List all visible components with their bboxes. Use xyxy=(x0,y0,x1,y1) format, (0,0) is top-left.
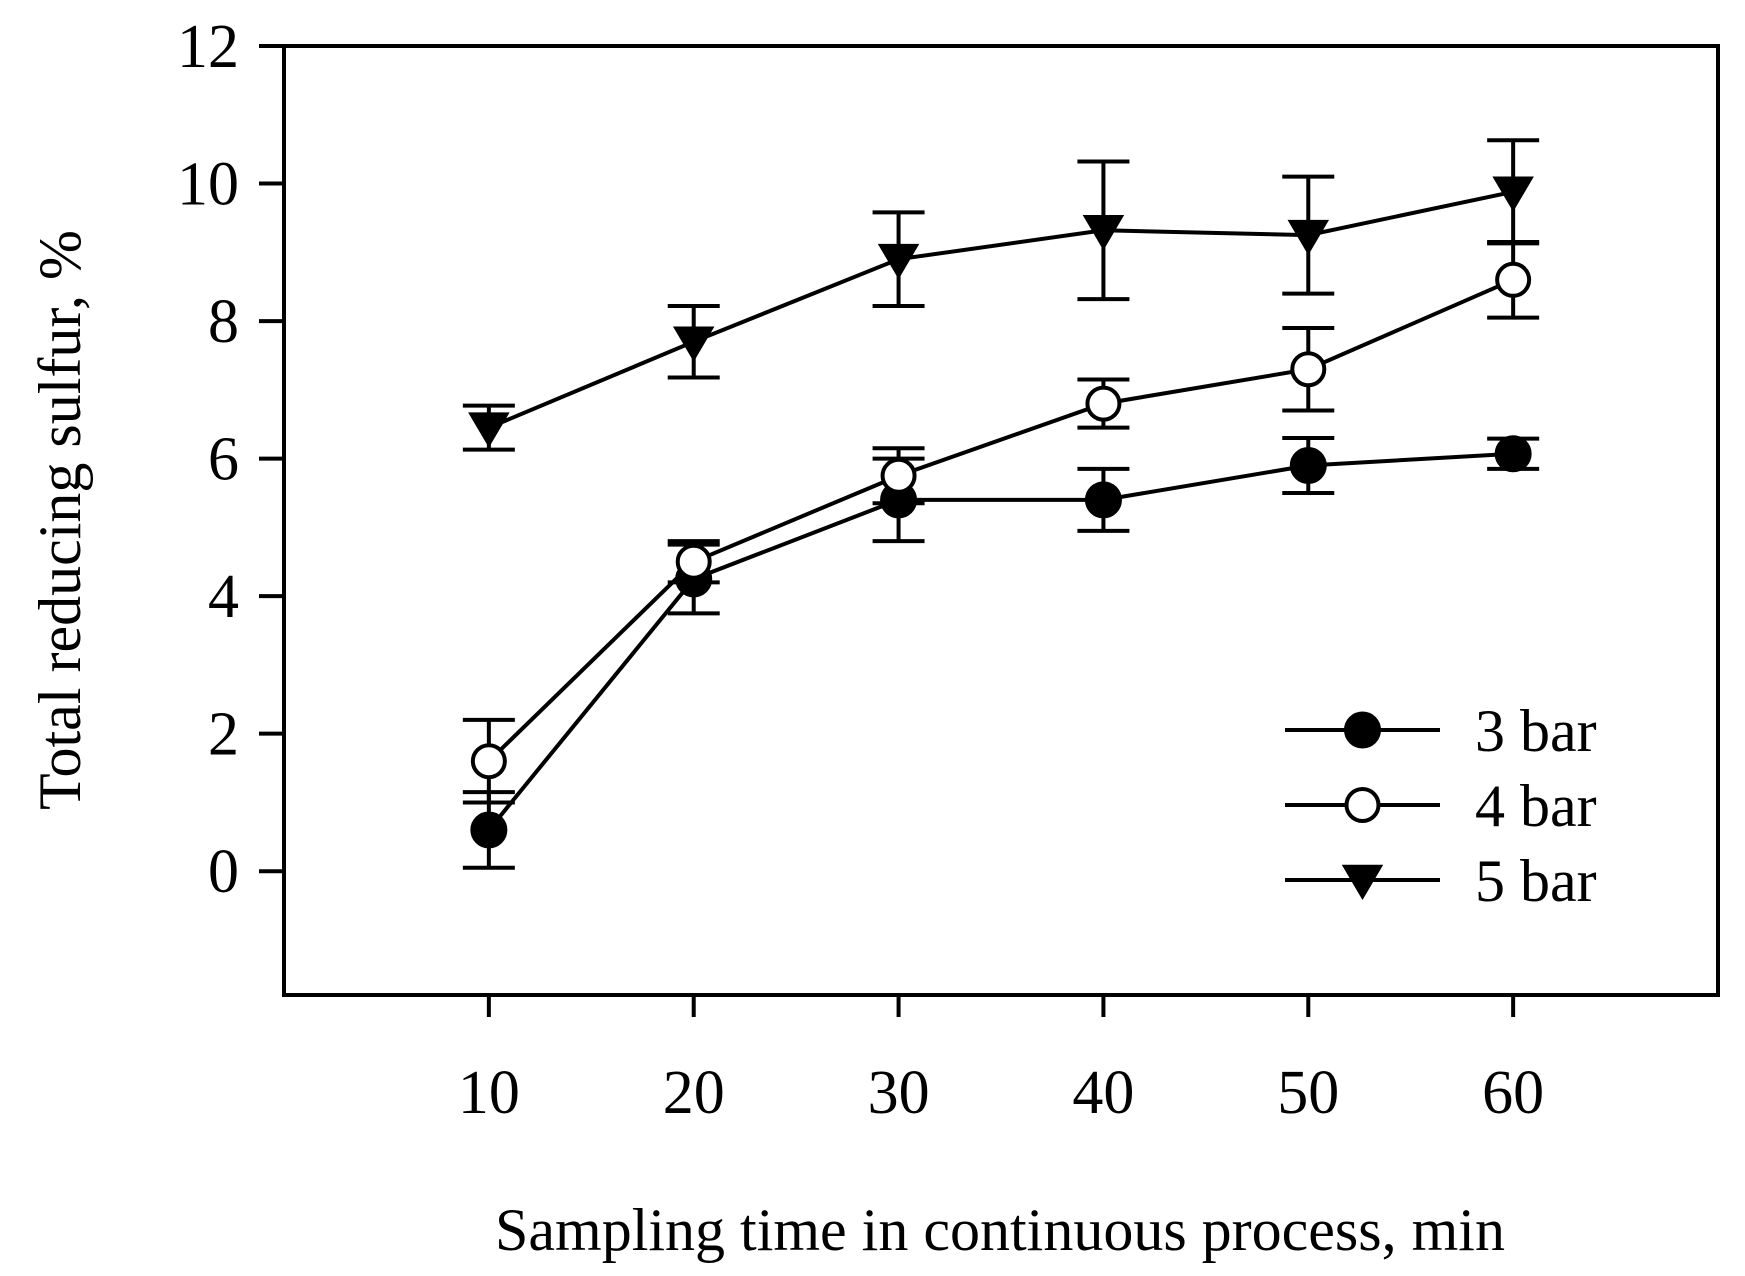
data-point xyxy=(675,543,712,580)
legend-item: 3 bar xyxy=(1285,698,1597,764)
y-tick-label: 0 xyxy=(208,838,239,906)
series-line xyxy=(487,277,1514,763)
series-line xyxy=(488,189,1514,430)
plot-frame xyxy=(282,44,1720,997)
series-line xyxy=(487,451,1514,832)
data-point xyxy=(1085,385,1122,422)
data-point xyxy=(470,743,507,780)
legend-marker xyxy=(1344,711,1381,749)
x-axis-label: Sampling time in continuous process, min xyxy=(495,1197,1505,1263)
data-point xyxy=(1287,219,1330,256)
legend: 3 bar 4 bar 5 bar xyxy=(1285,698,1597,914)
data-point xyxy=(880,457,917,494)
x-tick-label: 10 xyxy=(458,1059,520,1127)
y-tick-label: 4 xyxy=(208,563,239,631)
y-tick-label: 10 xyxy=(177,151,239,219)
x-axis: 10 20 30 40 50 60 xyxy=(458,995,1544,1127)
x-tick-label: 60 xyxy=(1482,1059,1544,1127)
data-point xyxy=(1084,481,1122,519)
x-tick-label: 50 xyxy=(1277,1059,1339,1127)
legend-label: 5 bar xyxy=(1475,848,1597,914)
legend-item: 4 bar xyxy=(1285,773,1597,839)
legend-label: 4 bar xyxy=(1475,773,1597,839)
series-5-bar xyxy=(462,138,1540,452)
x-tick-label: 40 xyxy=(1072,1059,1134,1127)
y-tick-label: 6 xyxy=(208,426,239,494)
data-point xyxy=(1290,351,1327,388)
y-tick-label: 8 xyxy=(208,288,239,356)
data-point xyxy=(1082,215,1125,251)
y-tick-label: 2 xyxy=(208,701,239,769)
series-layer xyxy=(462,138,1540,870)
y-axis-label: Total reducing sulfur, % xyxy=(27,230,93,810)
series-4-bar xyxy=(462,239,1540,805)
data-point xyxy=(1495,261,1532,298)
data-point xyxy=(470,811,508,849)
data-point xyxy=(1289,446,1327,484)
x-tick-label: 30 xyxy=(868,1059,930,1127)
data-point xyxy=(1494,435,1532,473)
y-tick-label: 12 xyxy=(177,13,239,81)
legend-marker xyxy=(1341,864,1384,901)
y-axis: 0 2 4 6 8 10 12 xyxy=(177,13,284,906)
legend-marker xyxy=(1344,787,1381,823)
data-point xyxy=(672,326,715,362)
x-tick-label: 20 xyxy=(663,1059,725,1127)
data-point xyxy=(468,412,510,448)
data-point xyxy=(1492,176,1534,212)
data-point xyxy=(877,243,920,280)
legend-item: 5 bar xyxy=(1285,848,1597,914)
legend-label: 3 bar xyxy=(1475,698,1597,764)
